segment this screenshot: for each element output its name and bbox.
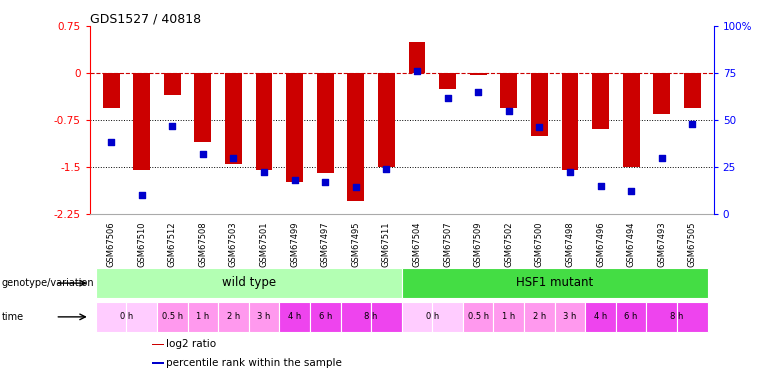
Bar	[555, 302, 585, 332]
Bar	[218, 302, 249, 332]
Bar	[677, 302, 707, 332]
Text: 4 h: 4 h	[594, 312, 607, 321]
Text: 1 h: 1 h	[197, 312, 210, 321]
Bar	[96, 302, 126, 332]
Bar	[310, 302, 341, 332]
Bar	[654, 73, 670, 114]
Point	[686, 121, 699, 127]
Text: 6 h: 6 h	[318, 312, 332, 321]
Point	[533, 124, 545, 130]
Bar	[126, 302, 157, 332]
Text: log2 ratio: log2 ratio	[166, 339, 216, 349]
Text: genotype/variation: genotype/variation	[2, 278, 94, 288]
Point	[411, 68, 424, 74]
Bar	[562, 73, 578, 170]
Text: GDS1527 / 40818: GDS1527 / 40818	[90, 12, 200, 25]
Bar	[585, 302, 616, 332]
Text: 0.5 h: 0.5 h	[467, 312, 489, 321]
Bar	[133, 73, 150, 170]
Point	[227, 154, 239, 160]
Text: percentile rank within the sample: percentile rank within the sample	[166, 358, 342, 368]
Point	[289, 177, 301, 183]
Point	[594, 183, 607, 189]
Text: 6 h: 6 h	[625, 312, 638, 321]
Point	[441, 94, 454, 100]
Point	[319, 179, 332, 185]
Bar	[409, 42, 425, 73]
Bar	[647, 302, 677, 332]
Point	[380, 166, 392, 172]
Point	[197, 151, 209, 157]
Text: 4 h: 4 h	[288, 312, 301, 321]
Bar	[152, 362, 164, 364]
Point	[472, 89, 484, 95]
Point	[564, 170, 576, 176]
Bar	[279, 302, 310, 332]
Bar	[249, 302, 279, 332]
Bar	[592, 73, 609, 129]
Point	[655, 154, 668, 160]
Bar	[500, 73, 517, 108]
Point	[166, 123, 179, 129]
Bar	[256, 73, 272, 170]
Point	[136, 192, 148, 198]
Bar	[152, 344, 164, 345]
Bar	[96, 268, 402, 298]
Bar	[402, 302, 432, 332]
Bar	[286, 73, 303, 183]
Bar	[103, 73, 119, 108]
Text: wild type: wild type	[222, 276, 276, 289]
Text: 3 h: 3 h	[563, 312, 576, 321]
Text: 8 h: 8 h	[670, 312, 684, 321]
Point	[258, 170, 271, 176]
Bar	[317, 73, 334, 173]
Bar	[225, 73, 242, 164]
Point	[105, 140, 117, 146]
Bar	[494, 302, 524, 332]
Bar	[439, 73, 456, 89]
Bar	[371, 302, 402, 332]
Text: 2 h: 2 h	[533, 312, 546, 321]
Point	[625, 188, 637, 194]
Text: 3 h: 3 h	[257, 312, 271, 321]
Text: 1 h: 1 h	[502, 312, 516, 321]
Bar	[684, 73, 700, 108]
Bar	[470, 73, 487, 75]
Text: HSF1 mutant: HSF1 mutant	[516, 276, 594, 289]
Bar	[194, 73, 211, 142]
Bar	[531, 73, 548, 136]
Bar	[378, 73, 395, 167]
Text: 8 h: 8 h	[364, 312, 378, 321]
Text: 2 h: 2 h	[227, 312, 240, 321]
Bar	[164, 73, 181, 95]
Text: 0 h: 0 h	[426, 312, 439, 321]
Text: 0 h: 0 h	[120, 312, 133, 321]
Text: 0.5 h: 0.5 h	[161, 312, 183, 321]
Bar	[347, 73, 364, 201]
Bar	[157, 302, 187, 332]
Bar	[463, 302, 494, 332]
Bar	[524, 302, 555, 332]
Bar	[402, 268, 707, 298]
Bar	[187, 302, 218, 332]
Bar	[432, 302, 463, 332]
Bar	[622, 73, 640, 167]
Text: time: time	[2, 312, 23, 322]
Point	[502, 108, 515, 114]
Bar	[341, 302, 371, 332]
Bar	[616, 302, 647, 332]
Point	[349, 184, 362, 190]
